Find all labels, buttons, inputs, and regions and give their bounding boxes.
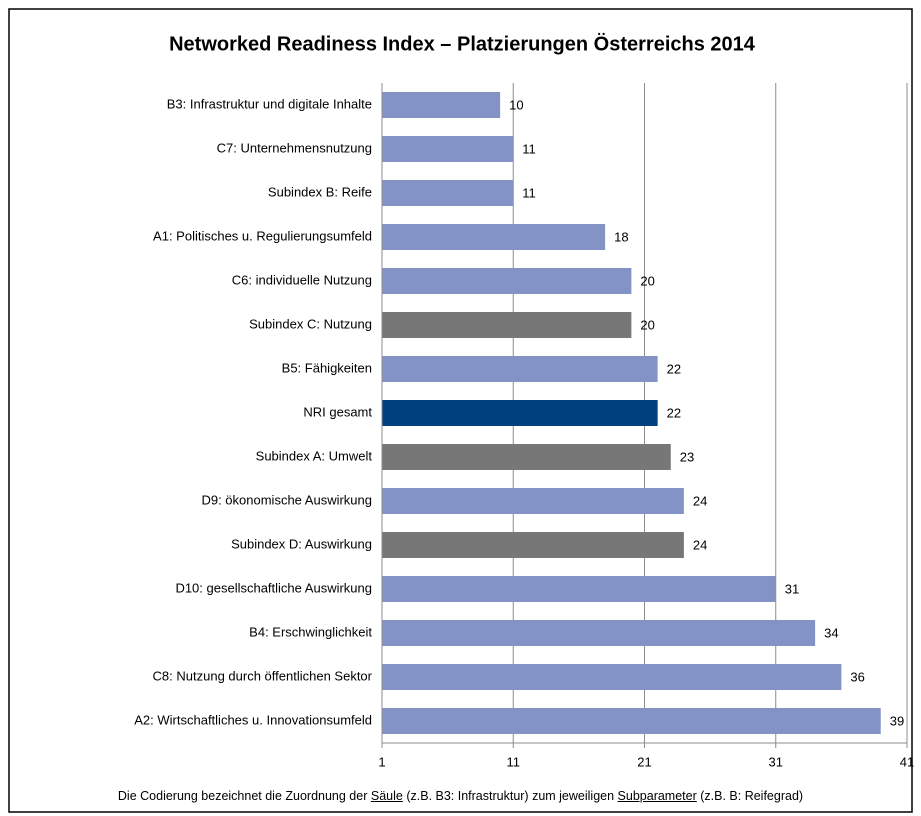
bar <box>382 664 842 690</box>
bar <box>382 180 514 206</box>
data-label: 10 <box>509 97 523 112</box>
data-label: 20 <box>640 317 654 332</box>
data-label: 23 <box>680 449 694 464</box>
y-tick-label: C7: Unternehmensnutzung <box>217 140 372 155</box>
bar <box>382 312 632 338</box>
data-label: 24 <box>693 537 707 552</box>
bar <box>382 224 606 250</box>
x-tick-label: 41 <box>900 754 914 769</box>
frame <box>8 8 913 813</box>
y-tick-label: C6: individuelle Nutzung <box>232 272 372 287</box>
data-label: 36 <box>850 669 864 684</box>
chart-title: Networked Readiness Index – Platzierunge… <box>169 32 756 55</box>
footnote-text: Subparameter <box>617 789 697 803</box>
y-tick-label: Subindex D: Auswirkung <box>231 536 372 551</box>
x-tick-label: 1 <box>378 754 385 769</box>
bar <box>382 356 658 382</box>
y-tick-label: C8: Nutzung durch öffentlichen Sektor <box>153 668 373 683</box>
footnote: Die Codierung bezeichnet die Zuordnung d… <box>0 789 921 803</box>
bar <box>382 576 776 602</box>
footnote-text: (z.B. B3: Infrastruktur) zum jeweiligen <box>406 789 615 803</box>
data-label: 24 <box>693 493 707 508</box>
bar <box>382 444 671 470</box>
bar <box>382 532 684 558</box>
data-label: 22 <box>667 405 681 420</box>
bar <box>382 268 632 294</box>
footnote-text: Die Codierung bezeichnet die Zuordnung d… <box>117 789 368 803</box>
data-label: 11 <box>522 141 536 156</box>
y-tick-label: NRI gesamt <box>303 404 372 419</box>
data-label: 20 <box>640 273 654 288</box>
y-tick-label: Subindex A: Umwelt <box>256 448 373 463</box>
x-tick-label: 31 <box>769 754 783 769</box>
y-tick-label: D10: gesellschaftliche Auswirkung <box>175 580 372 595</box>
data-label: 39 <box>890 713 904 728</box>
x-tick-label: 11 <box>507 754 521 769</box>
data-label: 11 <box>522 185 536 200</box>
bar <box>382 708 881 734</box>
y-tick-label: Subindex C: Nutzung <box>249 316 372 331</box>
footnote-text: Säule <box>370 789 403 803</box>
bar <box>382 400 658 426</box>
data-label: 34 <box>824 625 838 640</box>
y-tick-label: A2: Wirtschaftliches u. Innovationsumfel… <box>134 712 372 727</box>
bar <box>382 136 514 162</box>
y-tick-label: D9: ökonomische Auswirkung <box>201 492 372 507</box>
bar <box>382 620 816 646</box>
y-tick-label: B4: Erschwinglichkeit <box>249 624 372 639</box>
y-tick-label: A1: Politisches u. Regulierungsumfeld <box>153 228 372 243</box>
footnote-text: (z.B. B: Reifegrad) <box>700 789 804 803</box>
data-label: 18 <box>614 229 628 244</box>
y-tick-label: B3: Infrastruktur und digitale Inhalte <box>167 96 372 111</box>
data-label: 22 <box>667 361 681 376</box>
bar <box>382 488 684 514</box>
y-tick-label: B5: Fähigkeiten <box>282 360 372 375</box>
bar <box>382 92 501 118</box>
y-tick-label: Subindex B: Reife <box>268 184 372 199</box>
data-label: 31 <box>785 581 799 596</box>
x-tick-label: 21 <box>637 754 651 769</box>
